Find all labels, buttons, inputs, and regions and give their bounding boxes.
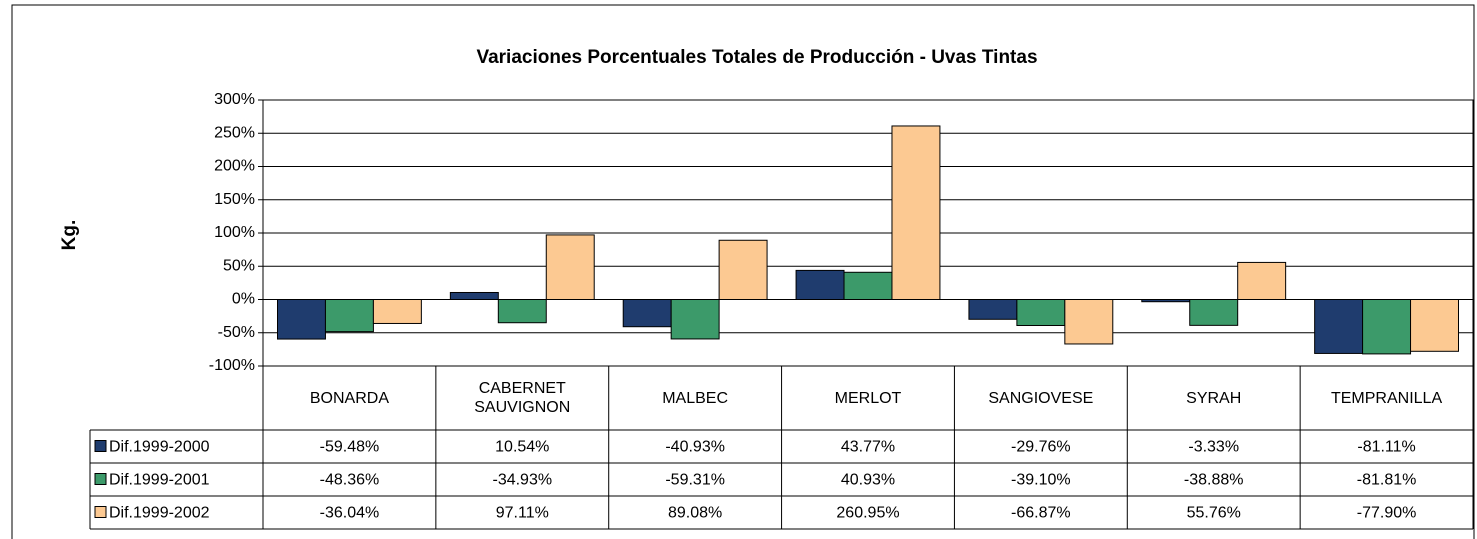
data-table-cell: 55.76% xyxy=(1187,505,1241,522)
y-tick-label: 300% xyxy=(214,91,255,108)
data-table-cell: -48.36% xyxy=(320,472,380,489)
data-table-cell: -77.90% xyxy=(1357,505,1417,522)
data-table-cell: 40.93% xyxy=(841,472,895,489)
data-table-cell: 10.54% xyxy=(495,439,549,456)
data-table-cell: -81.81% xyxy=(1357,472,1417,489)
bar xyxy=(449,291,499,301)
y-tick-label: 150% xyxy=(214,191,255,208)
bar xyxy=(622,299,672,328)
y-tick-label: 0% xyxy=(232,291,255,308)
bar xyxy=(1016,299,1066,327)
data-table-cell: -38.88% xyxy=(1184,472,1244,489)
x-tick-label: SYRAH xyxy=(1186,389,1242,407)
data-table-cell: -36.04% xyxy=(320,505,380,522)
data-table-cell: -66.87% xyxy=(1011,505,1071,522)
bar xyxy=(795,269,845,300)
bar xyxy=(670,299,720,340)
bar xyxy=(1410,299,1459,352)
data-table-cell: -81.11% xyxy=(1357,439,1415,456)
y-tick-label: 250% xyxy=(214,124,255,141)
bar xyxy=(497,299,547,324)
data-table-cell: 43.77% xyxy=(841,439,895,456)
bar xyxy=(1141,299,1191,303)
bar xyxy=(372,299,422,324)
legend-label: Dif.1999-2000 xyxy=(109,439,210,456)
legend-label: Dif.1999-2002 xyxy=(109,505,210,522)
bar xyxy=(843,271,893,301)
y-tick-label: 200% xyxy=(214,158,255,175)
x-tick-label: SANGIOVESE xyxy=(988,389,1094,407)
y-tick-label: 100% xyxy=(214,224,255,241)
bar xyxy=(968,299,1018,320)
data-table-cell: 260.95% xyxy=(836,505,899,522)
x-tick-label: BONARDA xyxy=(309,389,389,407)
y-tick-label: -50% xyxy=(218,324,255,341)
data-table-cell: 97.11% xyxy=(496,505,549,522)
legend-swatch xyxy=(94,506,107,518)
y-axis-label: Kg. xyxy=(59,220,80,251)
bar xyxy=(1189,299,1239,326)
data-table-cell: -59.31% xyxy=(665,472,725,489)
data-table-cell: -59.48% xyxy=(320,439,380,456)
x-tick-label: MALBEC xyxy=(662,389,729,407)
plot-border xyxy=(262,99,1474,367)
bar xyxy=(545,234,595,300)
bar xyxy=(891,125,941,300)
bar xyxy=(1064,299,1114,345)
data-table-cell: -3.33% xyxy=(1188,439,1239,456)
legend-label: Dif.1999-2001 xyxy=(109,472,210,489)
x-tick-label: CABERNET SAUVIGNON xyxy=(474,380,571,416)
bar xyxy=(1362,299,1412,355)
data-table-cell: -39.10% xyxy=(1011,472,1071,489)
x-tick-label: TEMPRANILLA xyxy=(1330,389,1443,407)
bar xyxy=(277,299,326,340)
bar xyxy=(1314,299,1364,354)
data-table-cell: -34.93% xyxy=(492,472,552,489)
y-tick-label: -100% xyxy=(209,357,255,374)
bar xyxy=(718,239,768,300)
bar xyxy=(324,299,374,333)
data-table-cell: -29.76% xyxy=(1011,439,1071,456)
bar xyxy=(1237,261,1287,300)
data-table-cell: -40.93% xyxy=(665,439,725,456)
legend-swatch xyxy=(94,473,107,485)
data-table-cell: 89.08% xyxy=(668,505,722,522)
legend-swatch xyxy=(94,440,107,452)
x-tick-label: MERLOT xyxy=(834,389,902,407)
chart-border xyxy=(11,4,1475,539)
chart-title: Variaciones Porcentuales Totales de Prod… xyxy=(476,47,1037,68)
y-tick-label: 50% xyxy=(223,257,255,274)
